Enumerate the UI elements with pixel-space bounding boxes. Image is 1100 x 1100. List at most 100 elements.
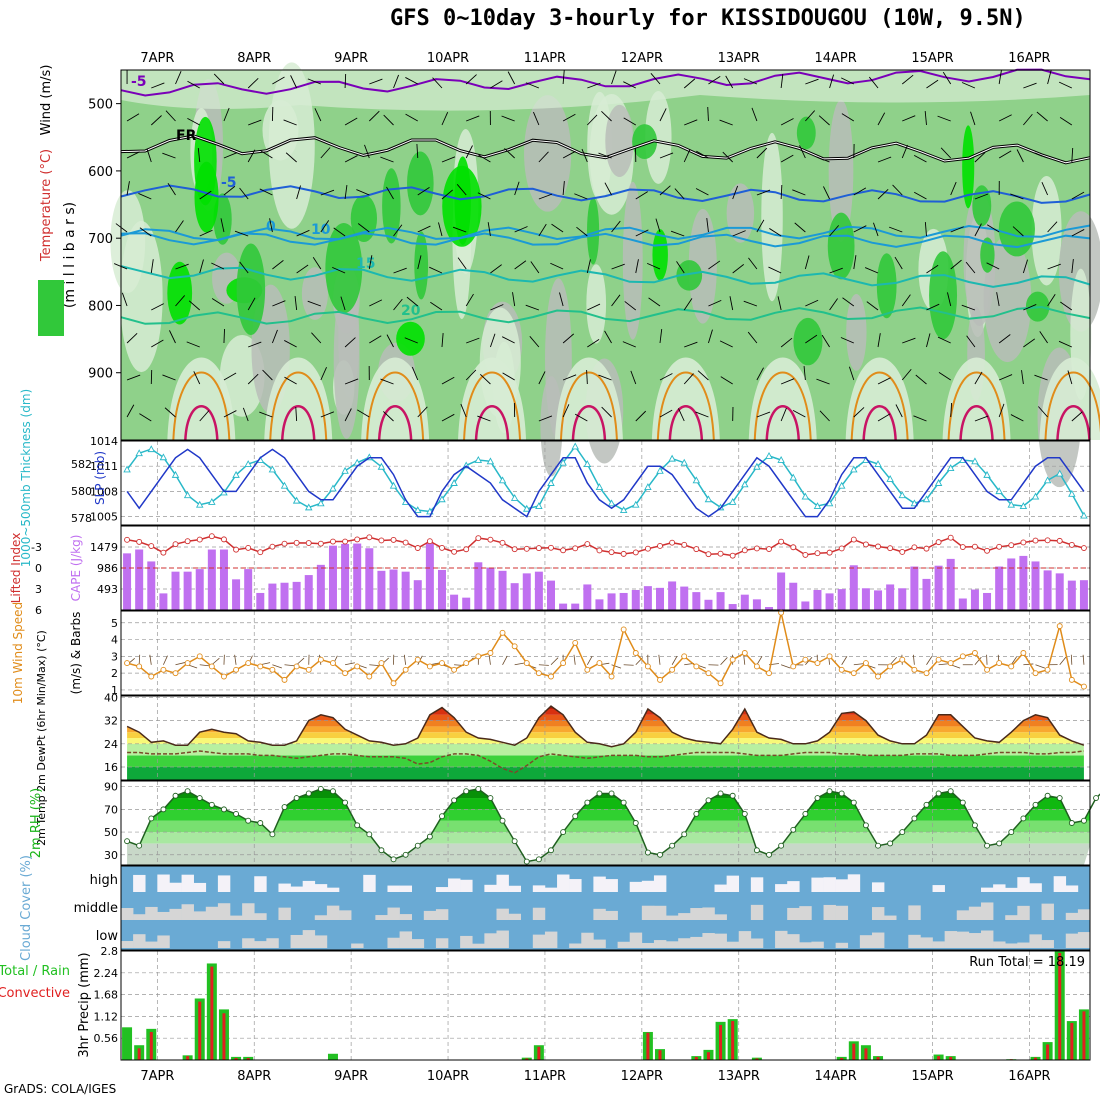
- wind-barb: [708, 76, 721, 85]
- wind-speed-line-point: [439, 660, 445, 667]
- wind-barb: [1058, 340, 1073, 348]
- wind-speed-line-point: [463, 660, 470, 667]
- cape-bar: [425, 543, 434, 610]
- cloud-cell: [908, 934, 921, 948]
- isotherm-35: [765, 405, 800, 441]
- wind-barb: [175, 263, 189, 270]
- wind-barb: [938, 371, 951, 381]
- wind-barb: [1012, 226, 1024, 237]
- wind-speed-line-point: [596, 660, 603, 667]
- cloud-cell: [932, 885, 945, 892]
- precip-conv-bar: [1082, 1011, 1086, 1060]
- thickness-line-point: [377, 462, 386, 470]
- wind-barb: [340, 296, 346, 311]
- wind-barb: [611, 70, 617, 85]
- cloud-cell: [326, 887, 340, 892]
- x-tick-label-top: 13APR: [718, 51, 760, 66]
- lifted-index-line-point: [996, 543, 1003, 550]
- wind-barb: [630, 370, 637, 385]
- isotherm-line: [120, 68, 1091, 97]
- rh-line-point: [281, 804, 288, 811]
- wind-barb: [146, 148, 152, 163]
- wind-barb: [167, 182, 176, 196]
- wind-barb: [586, 369, 588, 385]
- wind-barb: [794, 222, 806, 233]
- lifted-index-line-point: [342, 538, 349, 545]
- wind-barb: [873, 222, 879, 237]
- thickness-line-point: [353, 458, 361, 466]
- wind-barb: [624, 301, 637, 311]
- wind-barb: [611, 220, 621, 233]
- isotherm-30: [366, 371, 425, 441]
- cloud-cell: [121, 908, 134, 920]
- wind-barb: [853, 187, 867, 196]
- cape-bar: [801, 601, 810, 610]
- lifted-index-line-point: [523, 545, 530, 552]
- precip-conv-bar: [198, 1001, 202, 1060]
- cape-tick-label: 1479: [90, 541, 118, 554]
- wind-barb: [383, 114, 394, 126]
- cloud-cell: [399, 914, 412, 920]
- precip-panel-frame: [120, 950, 1091, 1061]
- cloud-cell: [787, 907, 800, 920]
- cape-bar: [910, 566, 919, 610]
- precip-total-bar: [122, 1027, 133, 1060]
- wind-speed-line-point: [366, 673, 373, 680]
- wind-barb: [296, 264, 309, 274]
- cape-bar: [692, 592, 701, 610]
- wind-barb: [1035, 664, 1046, 669]
- wind-barb: [695, 188, 709, 196]
- precip-conv-bar: [949, 1056, 953, 1060]
- cape-bar: [219, 549, 228, 610]
- wind-barb: [829, 267, 843, 274]
- wind-barb: [586, 259, 591, 274]
- rh-line-point: [717, 790, 724, 797]
- wind-barb: [829, 298, 838, 311]
- lifted-index-line-point: [293, 539, 300, 546]
- rh-dry-patch: [622, 181, 643, 340]
- precip-conv-bar: [1070, 1023, 1074, 1060]
- cape-bar: [765, 607, 774, 610]
- isotherm-label: 20: [401, 303, 421, 319]
- wind-barb: [722, 151, 733, 163]
- cloud-cell: [750, 938, 764, 948]
- rh-line-point: [184, 788, 191, 795]
- cloud-cell: [1041, 903, 1054, 920]
- lifted-index-line-point: [741, 547, 748, 554]
- wind-barb: [211, 262, 225, 270]
- wind-speed-line-point: [208, 663, 215, 670]
- wind-barb: [998, 334, 1011, 344]
- wind-barb: [1023, 113, 1033, 126]
- wind-barb: [853, 255, 857, 270]
- rh-line: [126, 788, 1100, 863]
- wind-barb: [478, 154, 491, 163]
- isotherm-30: [656, 371, 715, 441]
- cloud-cell: [508, 885, 522, 892]
- thickness-line-point: [438, 495, 446, 503]
- wind-barb: [466, 337, 480, 344]
- cloud-cell: [351, 943, 364, 948]
- wind-barb: [411, 366, 419, 381]
- wind-speed-line-point: [875, 673, 881, 680]
- wind-barb: [1059, 656, 1067, 666]
- wind-barb: [743, 78, 758, 85]
- wind-speed-line-point: [1044, 666, 1051, 673]
- rh-moist-patch: [876, 253, 897, 319]
- wind-speed-line-point: [414, 656, 421, 663]
- precip-conv-bar: [1058, 952, 1062, 1060]
- lifted-index-line-point: [451, 548, 458, 555]
- temp-tick-label: 16: [104, 761, 118, 774]
- rh-line-point: [1020, 815, 1027, 822]
- lifted-index-line-point: [620, 550, 627, 557]
- wind-barb: [507, 71, 516, 85]
- wind-barb: [247, 297, 256, 311]
- wind-barb: [743, 300, 758, 307]
- wind-barb: [368, 110, 380, 122]
- lifted-index-line-point: [644, 545, 651, 552]
- cloud-cell: [775, 930, 788, 948]
- lifted-index-line-point: [366, 534, 373, 541]
- thickness-line-point: [1019, 502, 1028, 509]
- lifted-index-line-point: [560, 547, 567, 554]
- precip-conv-bar: [719, 1024, 723, 1060]
- wind-speed-line-point: [850, 670, 857, 677]
